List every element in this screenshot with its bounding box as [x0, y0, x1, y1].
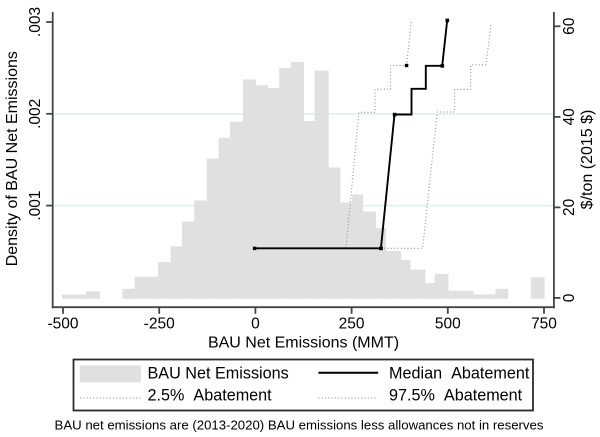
svg-text:250: 250 [339, 316, 365, 333]
svg-text:60: 60 [561, 17, 578, 35]
svg-text:0: 0 [251, 316, 260, 333]
svg-text:Density of BAU Net Emissions: Density of BAU Net Emissions [4, 51, 21, 266]
svg-text:-250: -250 [144, 316, 175, 333]
svg-text:BAU net emissions are (2013-20: BAU net emissions are (2013-2020) BAU em… [55, 417, 544, 432]
svg-text:750: 750 [531, 316, 557, 333]
svg-text:BAU Net Emissions: BAU Net Emissions [148, 364, 289, 382]
svg-text:0: 0 [561, 293, 578, 302]
svg-text:40: 40 [561, 108, 578, 126]
svg-text:500: 500 [435, 316, 461, 333]
svg-text:.001: .001 [27, 191, 44, 221]
svg-text:97.5% Abatement: 97.5% Abatement [389, 387, 523, 405]
svg-text:Median Abatement: Median Abatement [389, 364, 530, 382]
svg-text:BAU Net Emissions (MMT): BAU Net Emissions (MMT) [208, 335, 399, 352]
svg-text:20: 20 [561, 198, 578, 216]
svg-text:$/ton (2015 $): $/ton (2015 $) [579, 110, 596, 210]
svg-text:-500: -500 [47, 316, 78, 333]
svg-text:.003: .003 [27, 7, 44, 37]
svg-text:.002: .002 [27, 99, 44, 129]
svg-text:2.5% Abatement: 2.5% Abatement [148, 387, 273, 405]
